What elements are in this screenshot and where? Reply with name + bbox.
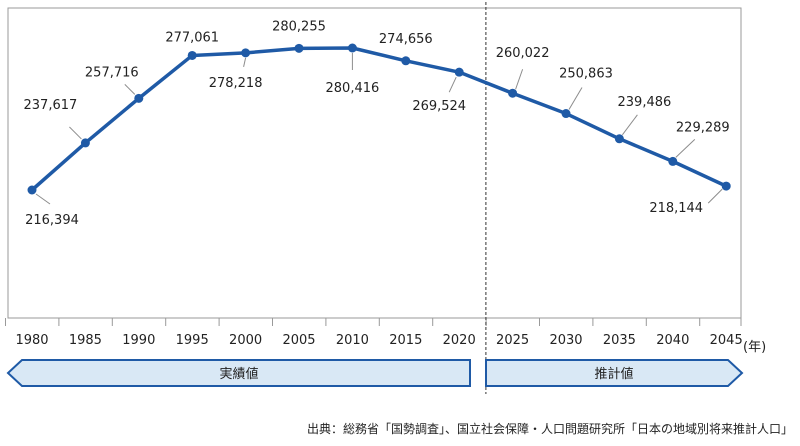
data-point bbox=[614, 134, 624, 144]
actual-period-banner bbox=[6, 359, 471, 387]
label-leader-line bbox=[622, 114, 638, 136]
x-tick-label: 1990 bbox=[122, 333, 155, 348]
data-label: 237,617 bbox=[24, 98, 78, 113]
x-tick-label: 1985 bbox=[69, 333, 102, 348]
actual-period-label: 実績値 bbox=[219, 366, 258, 382]
x-axis-unit: (年) bbox=[743, 340, 766, 355]
label-leader-line bbox=[35, 193, 51, 205]
label-leader-line bbox=[124, 83, 136, 95]
x-tick-label: 1980 bbox=[15, 333, 48, 348]
data-label: 239,486 bbox=[618, 95, 672, 110]
x-tick-label: 1995 bbox=[176, 333, 209, 348]
label-leader-line bbox=[243, 57, 247, 67]
data-label: 218,144 bbox=[649, 201, 703, 216]
data-point bbox=[454, 67, 464, 77]
data-label: 269,524 bbox=[412, 99, 466, 114]
data-point bbox=[721, 181, 731, 191]
x-tick-label: 2020 bbox=[443, 333, 476, 348]
data-label: 280,255 bbox=[272, 19, 326, 34]
data-label: 250,863 bbox=[559, 67, 613, 82]
data-label: 280,416 bbox=[326, 81, 380, 96]
data-point bbox=[187, 50, 197, 60]
data-point bbox=[668, 156, 678, 166]
data-point bbox=[347, 43, 357, 53]
data-label: 216,394 bbox=[25, 213, 79, 228]
data-point bbox=[134, 93, 144, 103]
data-point bbox=[241, 48, 251, 58]
data-point bbox=[561, 109, 571, 119]
x-tick-label: 2045 bbox=[710, 333, 743, 348]
data-point bbox=[294, 43, 304, 53]
data-label: 229,289 bbox=[676, 120, 730, 135]
label-leader-line bbox=[515, 69, 524, 90]
projection-period-label: 推計値 bbox=[594, 366, 633, 382]
data-label: 277,061 bbox=[165, 30, 219, 45]
x-tick-label: 2015 bbox=[389, 333, 422, 348]
series-line bbox=[30, 46, 727, 192]
label-leader-line bbox=[448, 76, 457, 93]
data-label: 278,218 bbox=[209, 76, 263, 91]
x-tick-label: 2000 bbox=[229, 333, 262, 348]
x-tick-label: 2005 bbox=[282, 333, 315, 348]
data-label: 260,022 bbox=[496, 46, 550, 61]
label-leader-line bbox=[568, 87, 583, 110]
label-leader-line bbox=[675, 139, 696, 158]
data-point bbox=[27, 185, 37, 195]
source-note: 出典：総務省「国勢調査」、国立社会保障・人口問題研究所「日本の地域別将来推計人口… bbox=[306, 422, 793, 436]
data-point bbox=[508, 88, 518, 98]
x-tick-label: 2030 bbox=[549, 333, 582, 348]
x-tick-label: 2025 bbox=[496, 333, 529, 348]
data-point bbox=[401, 56, 411, 66]
data-label: 257,716 bbox=[85, 65, 139, 80]
projection-period-banner bbox=[485, 359, 744, 387]
data-point bbox=[80, 138, 90, 148]
x-tick-label: 2035 bbox=[603, 333, 636, 348]
x-tick-label: 2010 bbox=[336, 333, 369, 348]
data-label: 274,656 bbox=[379, 32, 433, 47]
x-tick-label: 2040 bbox=[656, 333, 689, 348]
label-leader-line bbox=[707, 188, 723, 204]
label-leader-line bbox=[69, 126, 82, 140]
plot-frame bbox=[7, 7, 742, 319]
